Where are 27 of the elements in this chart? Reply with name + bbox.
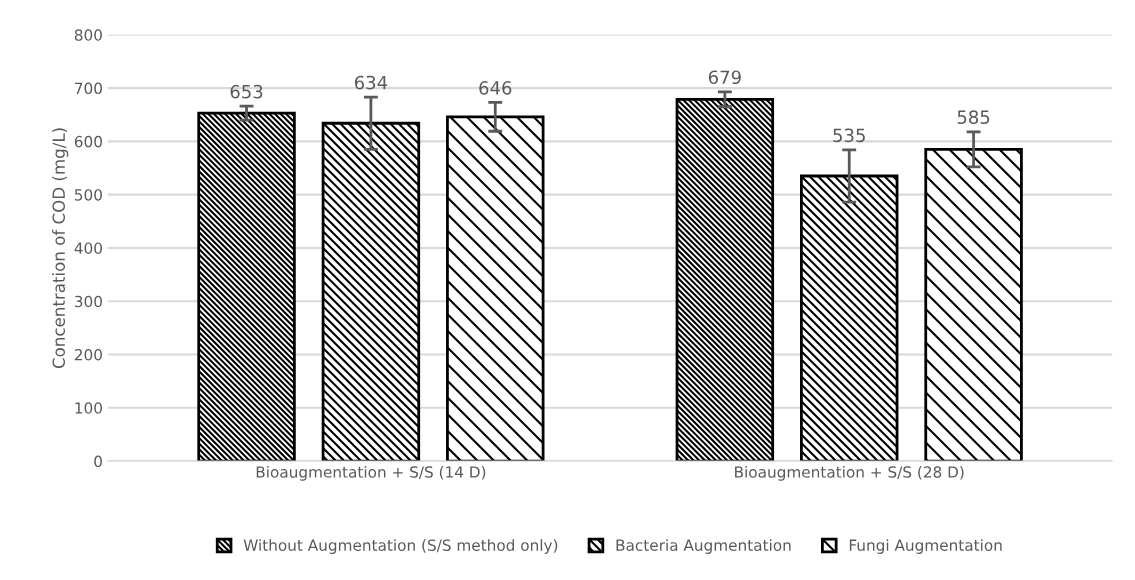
data-label: 653 [230,84,263,99]
y-tick-label: 700 [75,82,102,95]
x-tick-label: Bioaugmentation + S/S (28 D) [735,465,964,481]
data-label: 679 [708,70,741,85]
bar [924,147,1023,462]
data-label: 646 [479,81,512,95]
y-tick-label: 100 [75,402,102,414]
y-axis-title: Concentration of COD (mg/L) [52,128,69,369]
legend-label: Without Augmentation (S/S method only) [243,539,558,554]
x-tick-label: Bioaugmentation + S/S (14 D) [256,465,486,481]
bar [321,121,421,462]
bar [800,174,899,462]
bar [197,111,296,462]
bar [446,115,545,462]
legend-label: Bacteria Augmentation [616,539,791,554]
y-tick-label: 800 [74,29,102,41]
y-tick-label: 300 [74,295,102,308]
data-label: 585 [957,110,990,125]
data-label: 535 [833,128,865,143]
y-tick-label: 0 [94,455,102,468]
y-tick-label: 600 [74,135,102,148]
data-label: 634 [354,75,388,90]
legend-label: Fungi Augmentation [849,539,1002,554]
y-tick-label: 500 [74,189,102,201]
bar [675,97,775,462]
y-tick-label: 200 [74,348,102,361]
y-tick-label: 400 [74,242,102,254]
